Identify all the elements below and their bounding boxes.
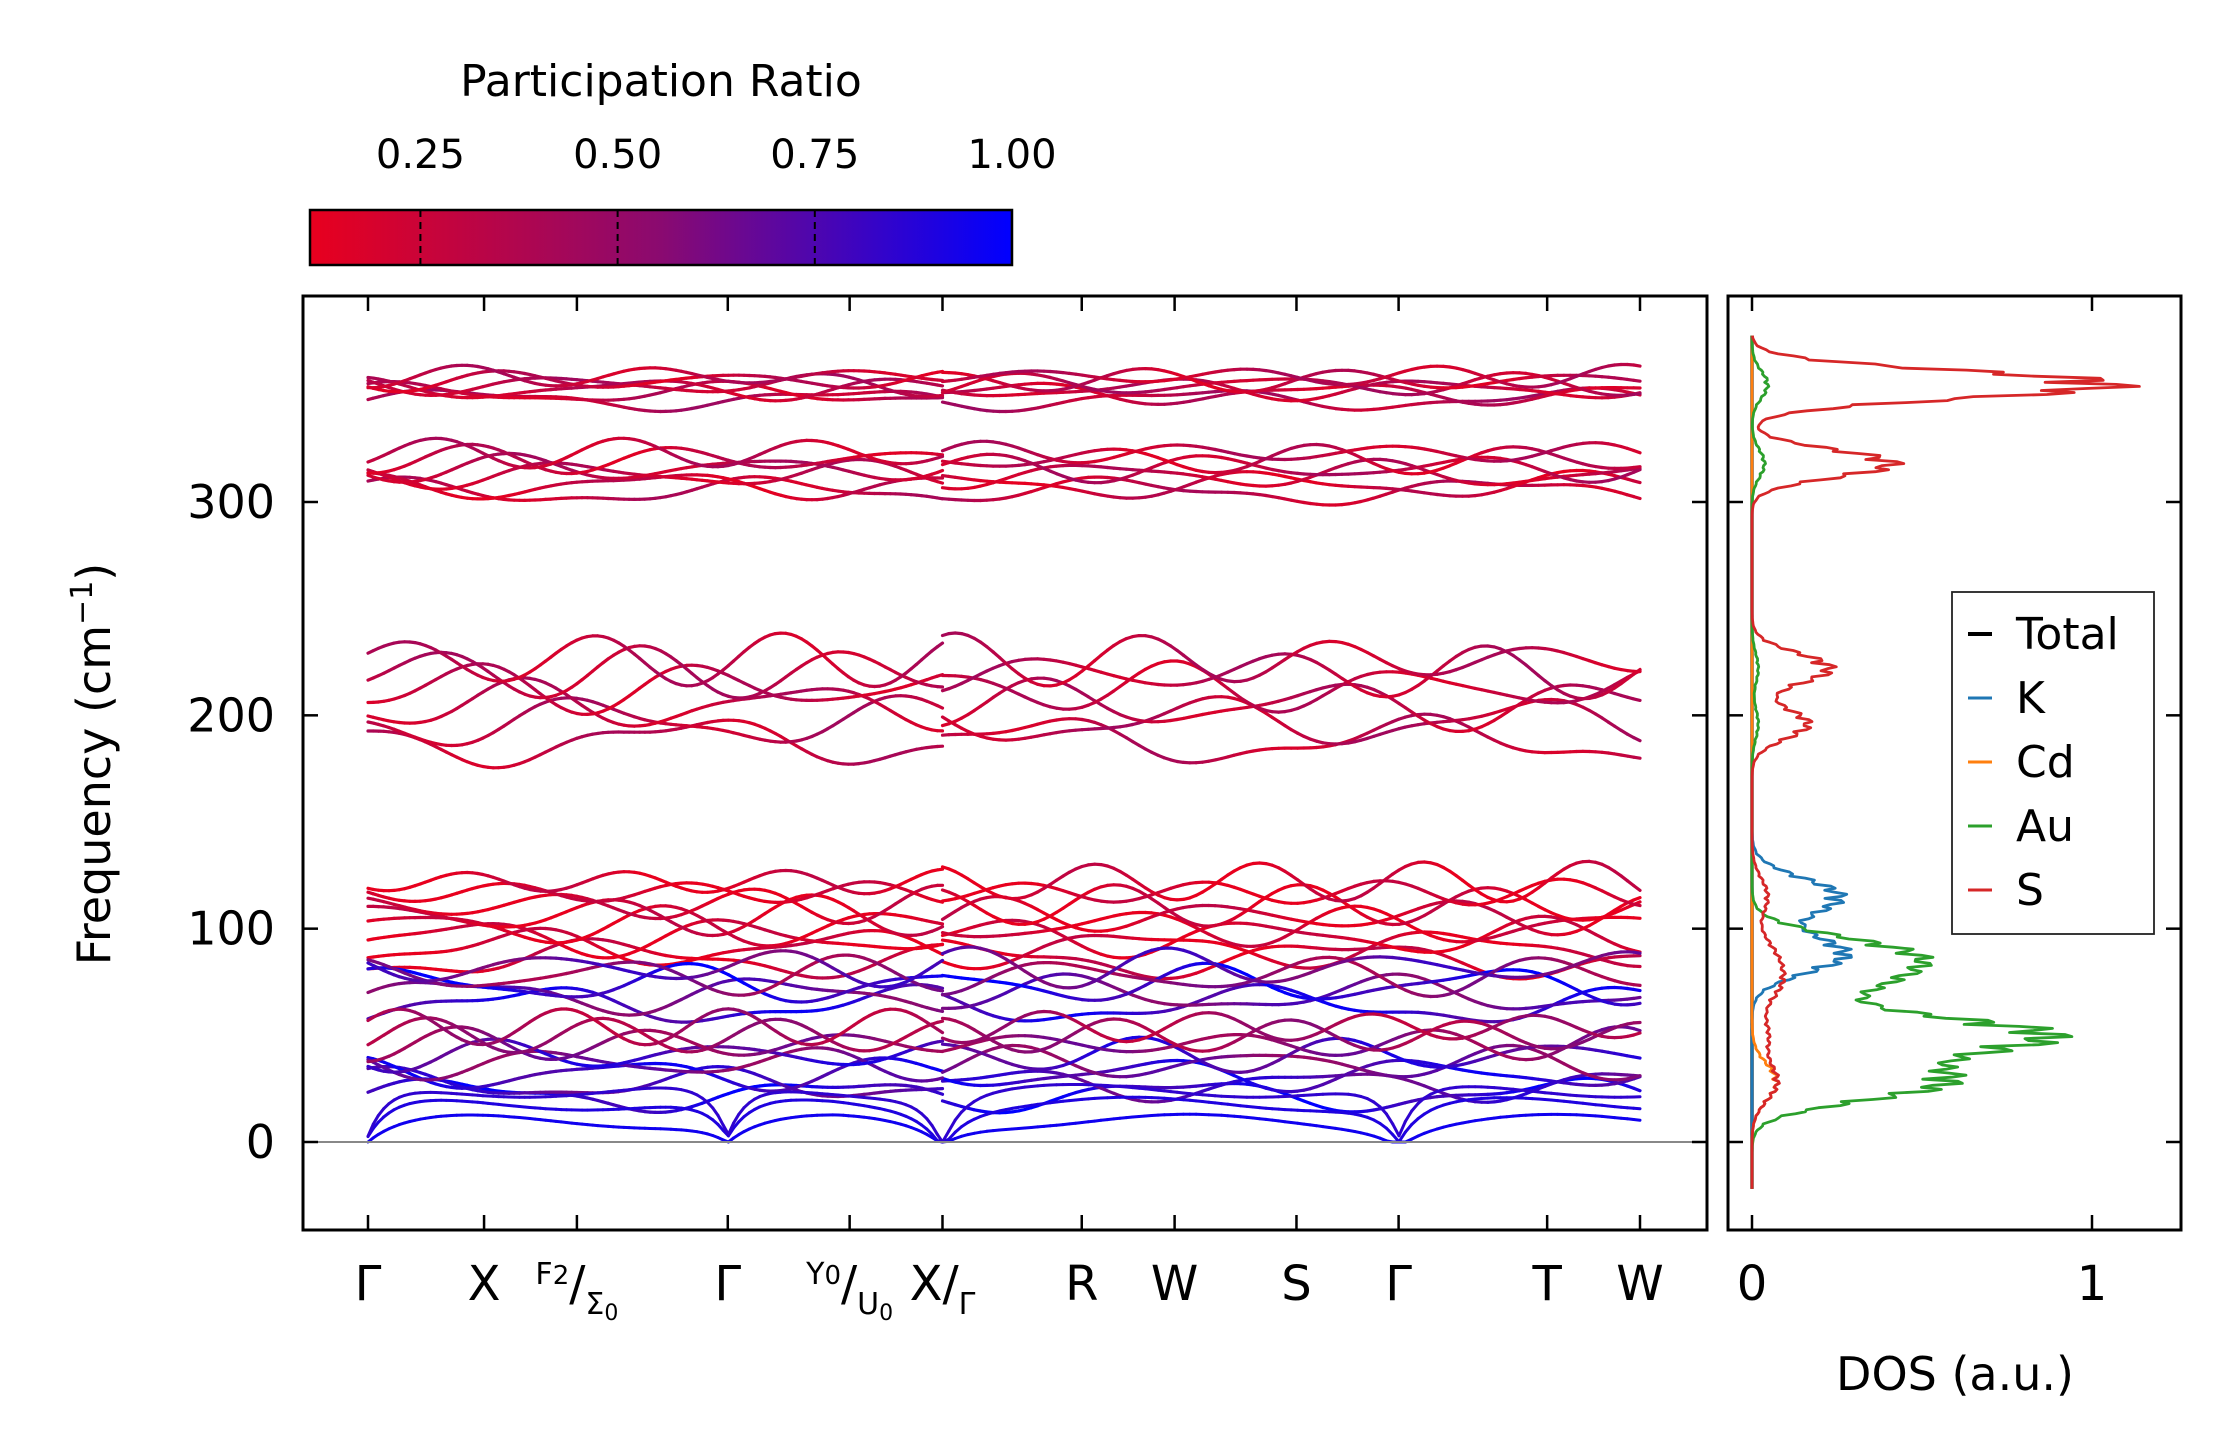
dispersion-branch-segment: [935, 942, 945, 948]
dispersion-branches: [366, 362, 1642, 1144]
dispersion-branch-segment: [935, 925, 945, 931]
dispersion-branch-segment: [935, 383, 945, 388]
dispersion-branch-segment: [1632, 448, 1642, 455]
dispersion-branch-segment: [935, 468, 945, 475]
dispersion-branch-segment: [935, 703, 945, 710]
colorbar-tick-label: 0.50: [573, 132, 662, 178]
colorbar-tick-label: 0.75: [770, 132, 859, 178]
colorbar-tick-label: 0.25: [376, 132, 465, 178]
dispersion-branch-segment: [1632, 392, 1642, 396]
colorbar: Participation Ratio 0.25 0.50 0.75 1.00: [308, 56, 1057, 267]
colorbar-title: Participation Ratio: [460, 56, 862, 107]
dispersion-branch-segment: [935, 452, 945, 457]
dispersion-branch-segment: [1632, 697, 1642, 703]
colorbar-gradient: [308, 208, 1014, 267]
colorbar-ticks: 0.25 0.50 0.75 1.00: [376, 132, 1057, 265]
dispersion-branch-segment: [1632, 363, 1642, 368]
dispersion-branch-segment: [935, 393, 945, 398]
dispersion-branch-segment: [1632, 465, 1642, 470]
dispersion-branch-segment: [935, 454, 945, 460]
colorbar-tick-label: 1.00: [967, 132, 1056, 178]
dispersion-branch-segment: [1632, 378, 1642, 383]
dispersion-branch-segment: [1632, 755, 1642, 760]
dispersion-branch-segment: [1632, 495, 1642, 501]
dispersion-branch-segment: [1632, 735, 1642, 743]
dispersion-branch-segment: [935, 641, 945, 649]
dispersion-branch-segment: [935, 480, 945, 485]
dispersion-branch-segment: [1632, 916, 1642, 920]
dispersion-branch-segment: [1632, 479, 1642, 485]
dispersion-branch-segment: [935, 921, 945, 926]
